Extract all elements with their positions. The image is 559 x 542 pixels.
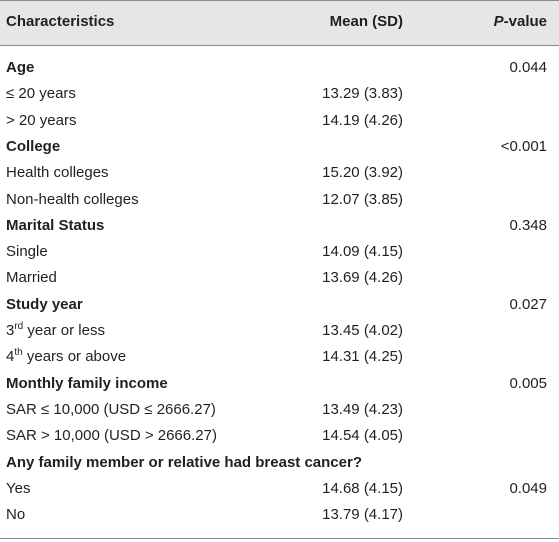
p-value: 0.005 [509, 374, 547, 392]
mean-sd: 13.45 (4.02) [322, 322, 403, 339]
row-label: Single [6, 243, 48, 261]
row-label: Health colleges [6, 164, 109, 182]
bottom-rule [0, 538, 559, 539]
row-label: Non-health colleges [6, 190, 139, 208]
group-label: Study year [6, 295, 83, 313]
p-value: 0.044 [509, 59, 547, 76]
mean-sd: 14.68 (4.15) [322, 479, 403, 497]
p-value: <0.001 [500, 137, 547, 155]
header-band [0, 0, 559, 45]
group-label: Age [6, 59, 35, 76]
mean-sd: 15.20 (3.92) [322, 164, 403, 182]
mean-sd: 13.79 (4.17) [322, 506, 403, 524]
p-value: 0.027 [509, 295, 547, 313]
header-rule [0, 45, 559, 46]
mean-sd: 13.49 (4.23) [322, 400, 403, 418]
group-label: Monthly family income [6, 374, 168, 392]
p-value: 0.348 [509, 216, 547, 234]
header-italic: P [493, 13, 504, 30]
row-label: 3rd year or less [6, 321, 105, 341]
row-label: SAR > 10,000 (USD > 2666.27) [6, 427, 217, 445]
mean-sd: 12.07 (3.85) [322, 190, 403, 208]
label-part: rd [14, 321, 24, 332]
row-label: > 20 years [6, 111, 77, 129]
label-part: 4 [6, 348, 15, 366]
mean-sd: 14.31 (4.25) [322, 348, 403, 366]
column-header: Mean (SD) [329, 13, 403, 30]
mean-sd: 14.09 (4.15) [322, 243, 403, 261]
column-header: Characteristics [6, 13, 115, 30]
column-header: P-value [494, 12, 547, 32]
group-label: Marital Status [6, 216, 105, 234]
mean-sd: 14.54 (4.05) [322, 427, 403, 445]
row-label: Married [6, 269, 57, 287]
mean-sd: 13.69 (4.26) [322, 269, 403, 287]
label-part: year or less [23, 322, 105, 339]
label-part: years or above [22, 348, 127, 366]
mean-sd: 13.29 (3.83) [322, 85, 403, 103]
row-label: ≤ 20 years [6, 85, 76, 103]
label-part: th [14, 347, 23, 359]
row-label: 4th years or above [6, 347, 126, 367]
row-label: Yes [6, 479, 31, 497]
mean-sd: 14.19 (4.26) [322, 111, 403, 129]
row-label: No [6, 506, 26, 524]
row-label: SAR ≤ 10,000 (USD ≤ 2666.27) [6, 400, 216, 418]
header-text: -value [503, 13, 547, 30]
label-part: 3 [6, 322, 15, 339]
p-value: 0.049 [509, 479, 547, 497]
group-label: Any family member or relative had breast… [6, 453, 362, 471]
group-label: College [6, 137, 61, 155]
